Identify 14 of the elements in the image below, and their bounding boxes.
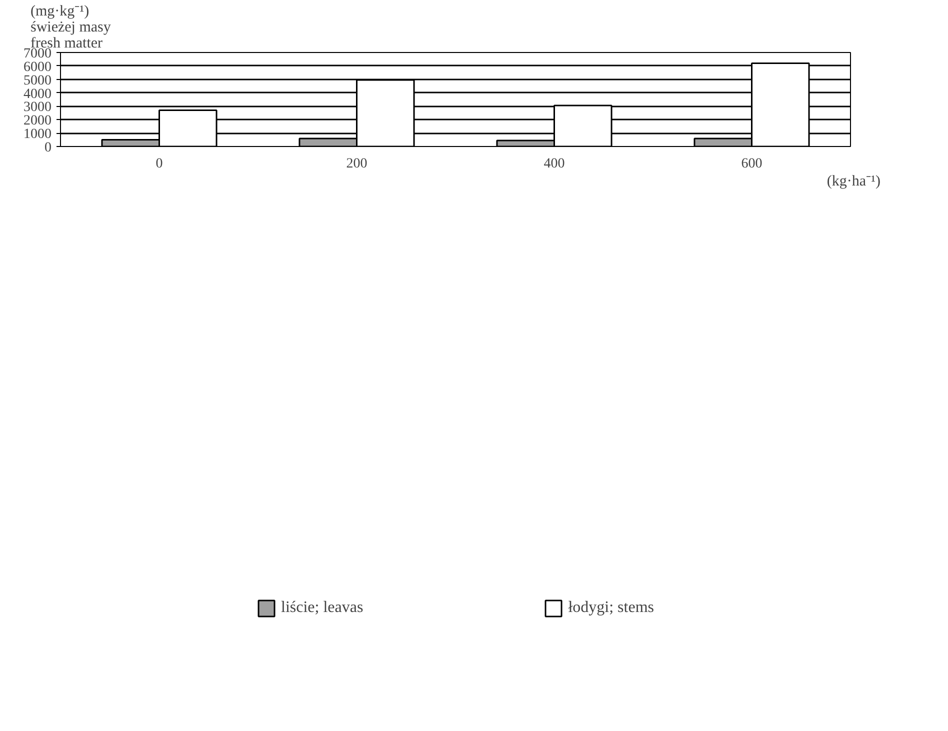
x-tick-label: 400 (544, 156, 565, 172)
y-tick-label: 0 (44, 140, 52, 156)
y-tick-label: 3000 (24, 100, 52, 116)
x-tick-label: 600 (741, 156, 762, 172)
y-tick-label: 6000 (24, 60, 52, 75)
x-axis-title: (kg·ha⁻¹) (826, 174, 881, 190)
y-tick-label: 2000 (24, 114, 52, 129)
legend-label: łodygi; stems (568, 599, 654, 618)
y-tick-label: 4000 (24, 86, 52, 102)
x-tick-label: 0 (156, 156, 163, 172)
x-tick-label: 200 (346, 156, 368, 172)
legend-label: liście; leavas (281, 599, 364, 618)
y-tick-label: 5000 (24, 73, 52, 88)
y-tick-label: 1000 (24, 127, 52, 142)
